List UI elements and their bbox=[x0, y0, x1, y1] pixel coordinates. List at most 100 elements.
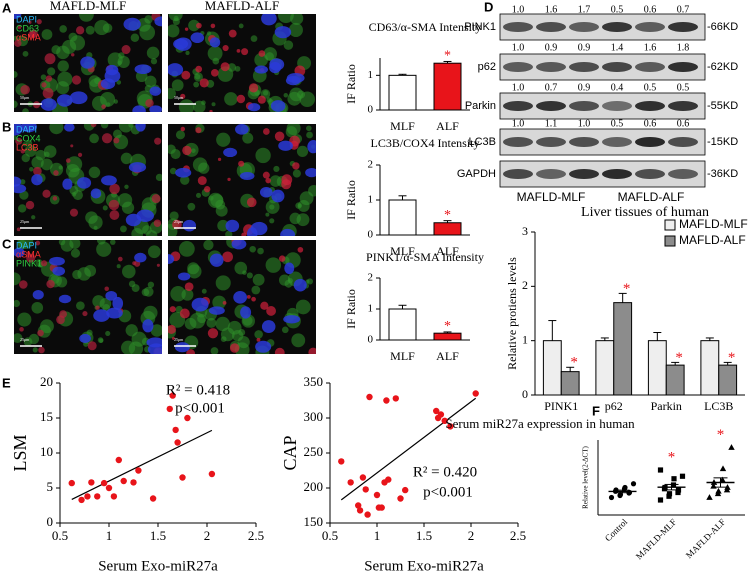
red-signal bbox=[109, 183, 120, 195]
nucleus bbox=[14, 14, 22, 19]
green-signal bbox=[224, 92, 238, 106]
nucleus bbox=[239, 172, 255, 181]
y-tick-label: 1 bbox=[522, 332, 528, 346]
scatter-point bbox=[433, 407, 440, 415]
bar bbox=[647, 340, 667, 396]
red-signal bbox=[171, 336, 175, 340]
green-signal bbox=[23, 337, 33, 346]
red-signal bbox=[197, 176, 207, 186]
green-signal bbox=[32, 347, 38, 353]
green-signal bbox=[131, 284, 140, 293]
blot-band bbox=[668, 169, 698, 179]
scatter-point bbox=[364, 511, 371, 518]
microscopy-image bbox=[168, 124, 316, 236]
nucleus bbox=[90, 188, 102, 199]
red-signal bbox=[248, 83, 259, 93]
green-signal bbox=[242, 132, 254, 144]
green-signal bbox=[201, 100, 206, 106]
red-signal bbox=[41, 82, 47, 88]
green-signal bbox=[14, 135, 17, 141]
red-signal bbox=[69, 208, 79, 217]
y-tick-label: 300 bbox=[304, 409, 324, 424]
green-signal bbox=[57, 60, 69, 72]
image-content bbox=[14, 124, 162, 236]
red-signal bbox=[33, 166, 42, 176]
bar bbox=[700, 340, 720, 396]
green-signal bbox=[147, 245, 161, 259]
green-signal bbox=[31, 301, 44, 314]
red-signal bbox=[246, 294, 251, 299]
green-signal bbox=[147, 281, 155, 288]
blot-band bbox=[569, 169, 599, 179]
red-signal bbox=[241, 48, 249, 56]
ratio-label: 1.8 bbox=[677, 42, 690, 53]
green-signal bbox=[193, 72, 203, 82]
green-signal bbox=[265, 200, 280, 214]
bar bbox=[560, 371, 580, 396]
red-signal bbox=[75, 26, 85, 35]
nucleus bbox=[128, 162, 147, 173]
red-signal bbox=[101, 133, 113, 144]
significance-star: * bbox=[668, 449, 676, 465]
green-signal bbox=[118, 52, 125, 59]
red-signal bbox=[121, 45, 131, 55]
blot-band bbox=[569, 62, 599, 72]
red-signal bbox=[274, 131, 285, 142]
scale-bar-label: 25μm bbox=[174, 337, 184, 342]
ratio-label: 0.5 bbox=[611, 118, 624, 129]
green-signal bbox=[35, 149, 46, 161]
red-signal bbox=[257, 95, 266, 104]
ratio-label: 1.0 bbox=[512, 82, 525, 93]
scatter-point bbox=[172, 426, 179, 434]
red-signal bbox=[70, 144, 74, 148]
red-signal bbox=[179, 308, 190, 319]
data-point bbox=[657, 497, 664, 503]
nucleus bbox=[58, 294, 72, 304]
nucleus bbox=[235, 124, 249, 135]
y-tick-label: 200 bbox=[304, 479, 324, 494]
red-signal bbox=[292, 162, 300, 170]
data-point bbox=[671, 476, 677, 482]
x-tick-label: MLF bbox=[390, 244, 415, 258]
green-signal bbox=[43, 145, 57, 158]
green-signal bbox=[143, 305, 158, 320]
red-signal bbox=[35, 240, 41, 246]
green-signal bbox=[122, 264, 136, 279]
red-signal bbox=[38, 346, 45, 354]
scatter-point bbox=[174, 439, 181, 446]
nucleus bbox=[240, 306, 252, 319]
green-signal bbox=[130, 33, 140, 42]
green-signal bbox=[306, 131, 313, 139]
annotation: p<0.001 bbox=[423, 484, 473, 500]
red-signal bbox=[203, 186, 211, 193]
red-signal bbox=[222, 300, 227, 305]
nucleus bbox=[149, 105, 162, 112]
green-signal bbox=[121, 201, 135, 214]
ratio-label: 0.7 bbox=[545, 82, 558, 93]
nucleus bbox=[259, 186, 273, 198]
size-label: -55KD bbox=[707, 100, 738, 112]
red-signal bbox=[154, 137, 162, 145]
stain-label: DAPI bbox=[16, 240, 37, 250]
ratio-label: 1.1 bbox=[545, 118, 558, 129]
blot-band bbox=[668, 62, 698, 72]
green-signal bbox=[14, 333, 23, 344]
bar bbox=[388, 74, 417, 111]
stain-label: CD63 bbox=[16, 23, 39, 33]
nucleus bbox=[32, 289, 44, 300]
green-signal bbox=[77, 267, 91, 281]
blot-band bbox=[602, 22, 632, 32]
significance-star: * bbox=[570, 355, 578, 371]
blot-band bbox=[635, 137, 665, 147]
y-axis-label: IF Ratio bbox=[344, 289, 358, 329]
data-point bbox=[666, 491, 673, 497]
data-point bbox=[670, 482, 677, 488]
green-signal bbox=[41, 29, 53, 40]
nucleus bbox=[100, 78, 116, 90]
red-signal bbox=[229, 343, 240, 353]
green-signal bbox=[254, 330, 263, 339]
stain-label: αSMA bbox=[16, 249, 41, 259]
scatter-point bbox=[441, 417, 448, 424]
red-signal bbox=[266, 306, 276, 316]
green-signal bbox=[14, 272, 21, 286]
